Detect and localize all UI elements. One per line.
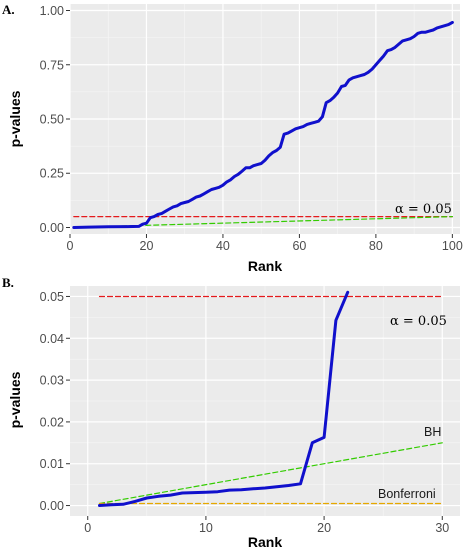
panel-b-label: B. xyxy=(2,275,14,290)
x-tick-label: 0 xyxy=(67,239,74,253)
x-tick-label: 100 xyxy=(442,239,463,253)
panel-b: B. 0.00 0.01 0.02 0.03 0.04 0.05 0 10 20 30 α = … xyxy=(2,275,460,550)
panel-a: A. 0.00 0.25 0.50 0.75 1.00 0 20 40 60 80 100 α =… xyxy=(2,2,463,274)
p-value-line xyxy=(98,290,350,507)
y-tick-label: 0.25 xyxy=(40,167,64,181)
panel-b-bonferroni-annotation: Bonferroni xyxy=(378,487,436,501)
panel-a-label: A. xyxy=(2,2,15,17)
panel-a-lines xyxy=(72,20,454,229)
y-tick-label: 1.00 xyxy=(40,4,64,18)
panel-a-x-axis-title: Rank xyxy=(248,258,282,274)
panel-b-x-ticks: 0 10 20 30 xyxy=(84,516,449,535)
y-tick-label: 0.04 xyxy=(40,332,64,346)
panel-a-y-ticks: 0.00 0.25 0.50 0.75 1.00 xyxy=(40,4,70,235)
p-value-line xyxy=(72,20,454,229)
panel-b-alpha-annotation: α = 0.05 xyxy=(390,314,447,329)
y-tick-label: 0.02 xyxy=(40,415,64,429)
x-tick-label: 30 xyxy=(435,521,449,535)
x-tick-label: 60 xyxy=(292,239,306,253)
panel-b-x-axis-title: Rank xyxy=(248,534,282,550)
threshold-line xyxy=(73,216,453,228)
x-tick-label: 20 xyxy=(317,521,331,535)
panel-a-y-axis-title: p-values xyxy=(7,90,23,147)
y-tick-label: 0.05 xyxy=(40,290,64,304)
y-tick-label: 0.03 xyxy=(40,374,64,388)
y-tick-label: 0.01 xyxy=(40,457,64,471)
panel-a-x-ticks: 0 20 40 60 80 100 xyxy=(67,234,463,253)
panel-b-lines xyxy=(98,290,443,507)
x-tick-label: 40 xyxy=(216,239,230,253)
x-tick-label: 0 xyxy=(84,521,91,535)
threshold-line xyxy=(98,442,443,505)
y-tick-label: 0.75 xyxy=(40,58,64,72)
panel-b-y-ticks: 0.00 0.01 0.02 0.03 0.04 0.05 xyxy=(40,290,70,513)
x-tick-label: 20 xyxy=(140,239,154,253)
x-tick-label: 10 xyxy=(199,521,213,535)
panel-b-grid xyxy=(70,286,460,516)
y-tick-label: 0.00 xyxy=(40,499,64,513)
x-tick-label: 80 xyxy=(369,239,383,253)
y-tick-label: 0.00 xyxy=(40,221,64,235)
panel-b-bh-annotation: BH xyxy=(424,425,441,439)
panel-a-alpha-annotation: α = 0.05 xyxy=(395,202,452,217)
panel-b-y-axis-title: p-values xyxy=(7,371,23,428)
y-tick-label: 0.50 xyxy=(40,113,64,127)
